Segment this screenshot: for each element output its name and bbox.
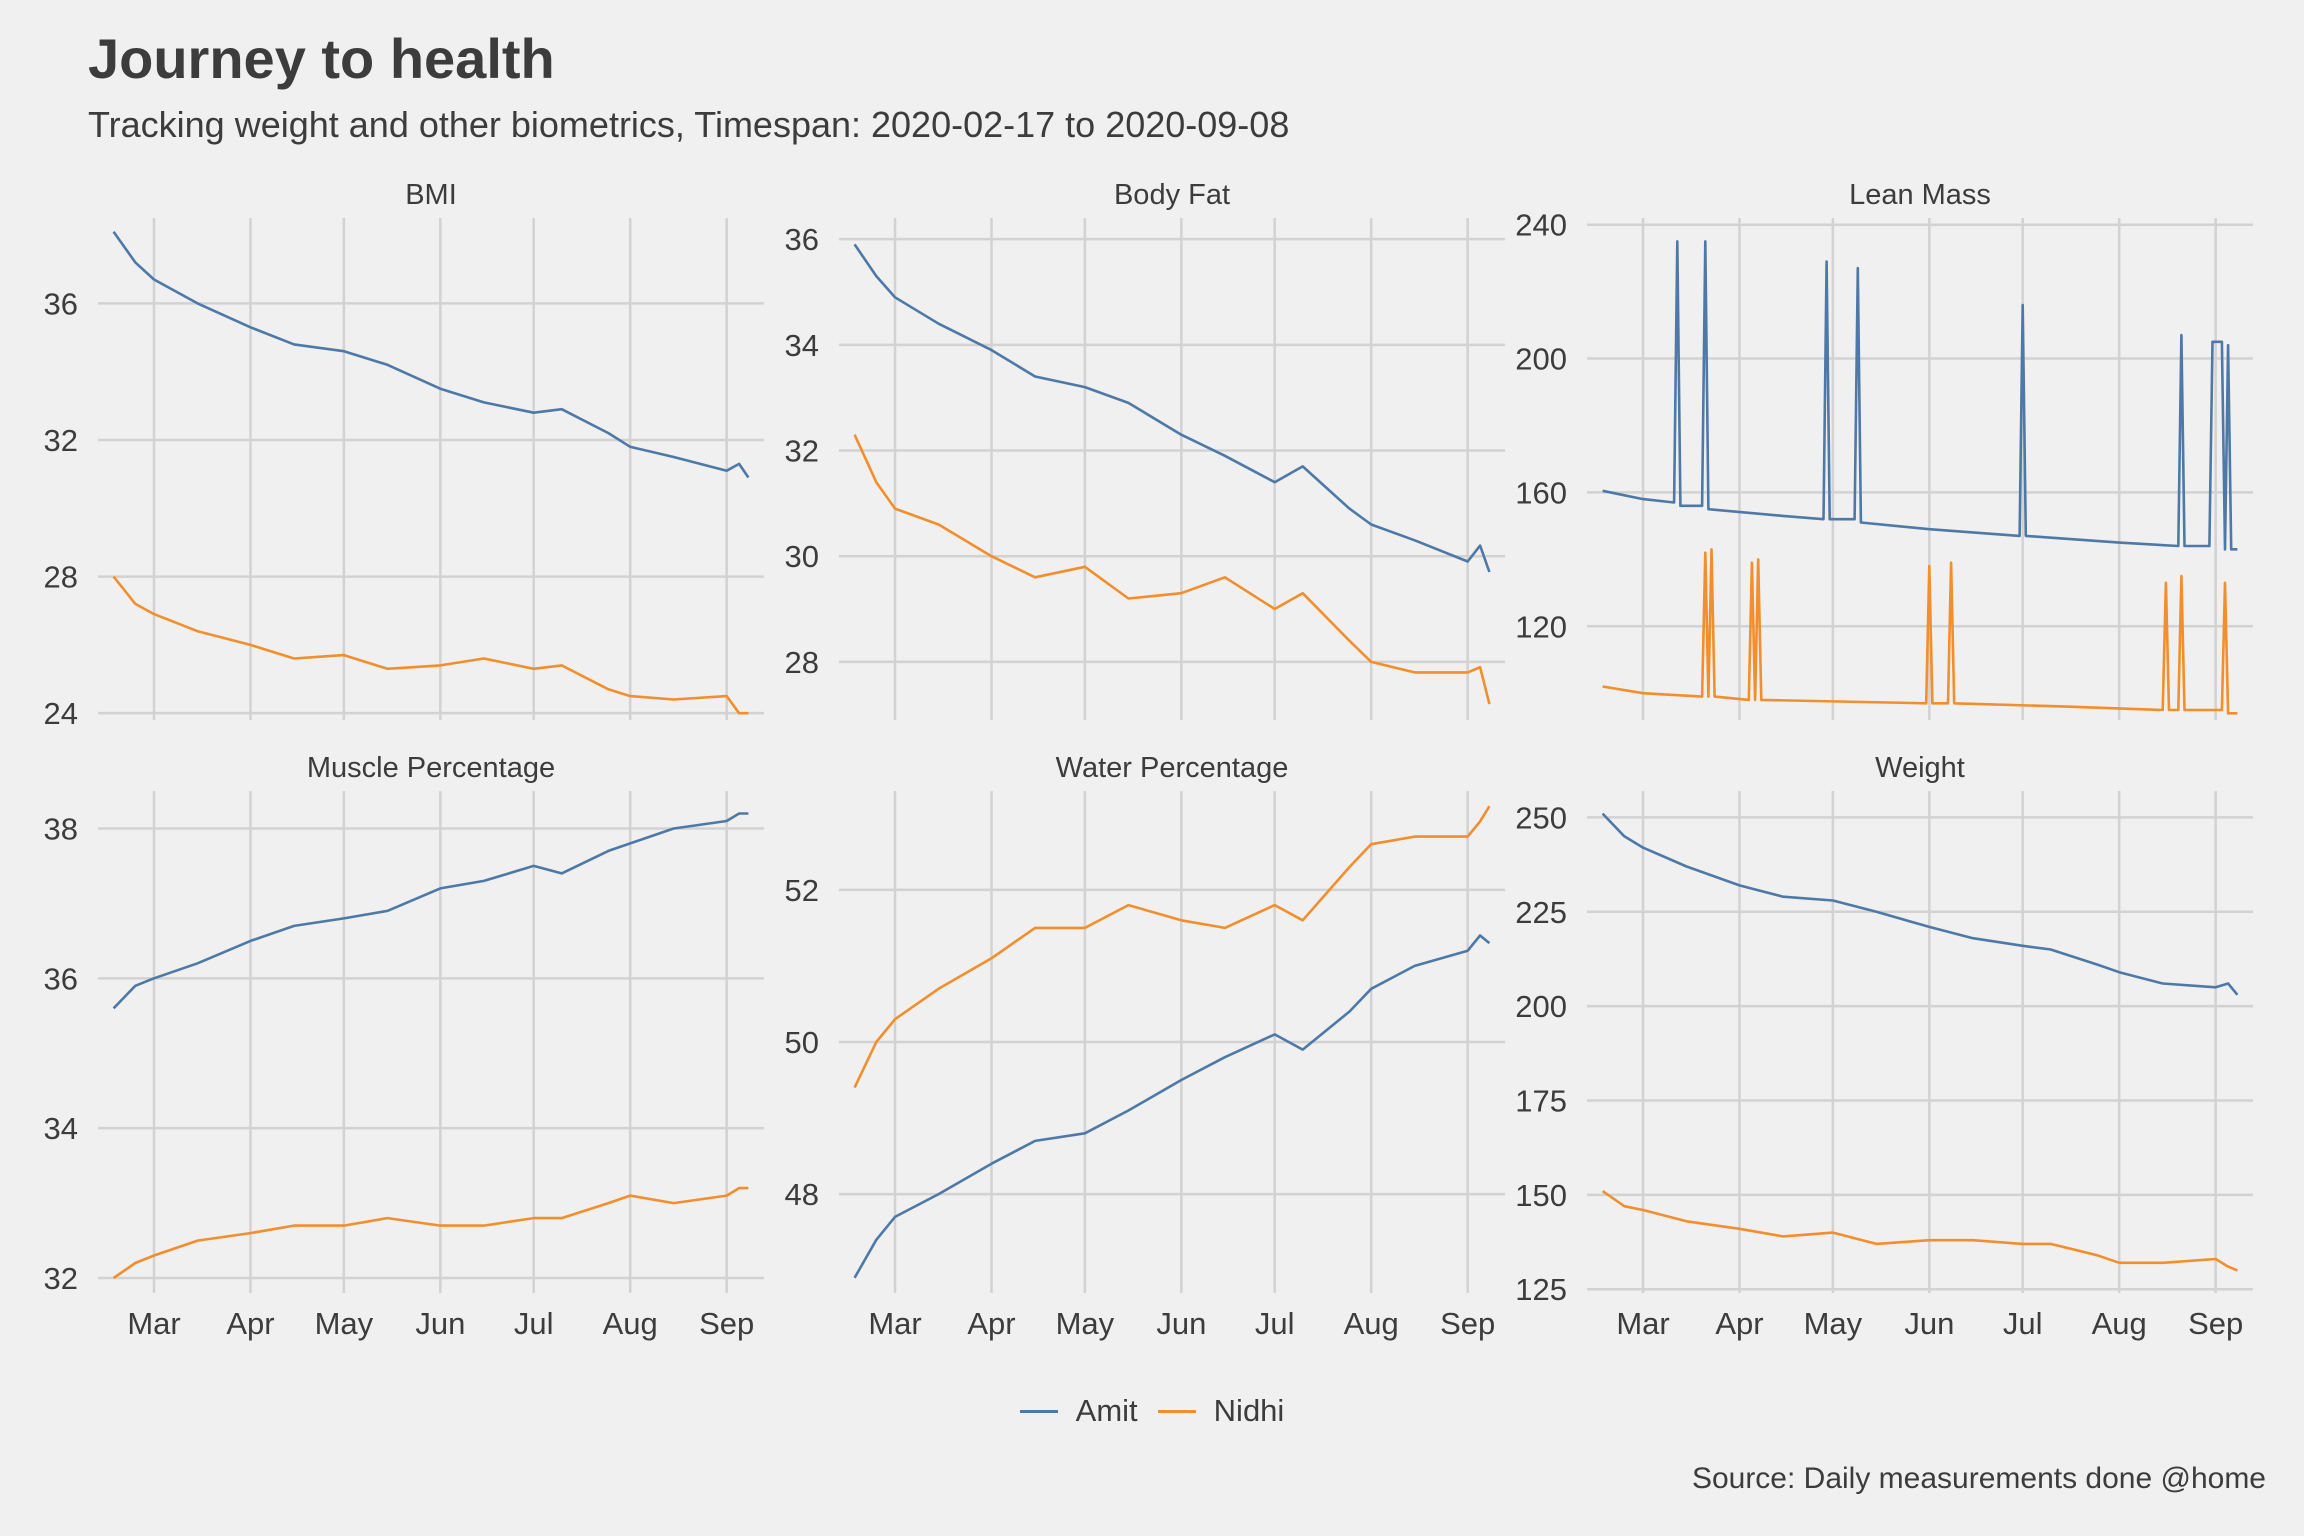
chart-subtitle: Tracking weight and other biometrics, Ti… bbox=[88, 104, 1290, 145]
x-tick-label-muscle-percentage: May bbox=[315, 1306, 374, 1341]
series-line-nidhi-bmi bbox=[112, 575, 749, 715]
series-line-amit-water-percentage bbox=[853, 934, 1491, 1279]
y-tick-label-body-fat: 28 bbox=[785, 645, 819, 680]
y-tick-label-weight: 250 bbox=[1515, 800, 1567, 835]
chart-title: Journey to health bbox=[88, 27, 555, 90]
x-tick-label-water-percentage: Jul bbox=[1255, 1306, 1295, 1341]
y-tick-label-body-fat: 34 bbox=[785, 328, 819, 363]
legend: Amit Nidhi bbox=[0, 1393, 2304, 1429]
panel-title-body-fat: Body Fat bbox=[1114, 179, 1230, 211]
x-tick-label-water-percentage: Jun bbox=[1156, 1306, 1206, 1341]
series-line-amit-body-fat bbox=[853, 243, 1491, 573]
x-tick-label-weight: Mar bbox=[1616, 1306, 1669, 1341]
x-tick-label-weight: Aug bbox=[2092, 1306, 2147, 1341]
series-line-nidhi-body-fat bbox=[853, 434, 1491, 705]
y-tick-label-lean-mass: 120 bbox=[1515, 609, 1567, 644]
x-tick-label-weight: Sep bbox=[2188, 1306, 2243, 1341]
series-line-nidhi-lean-mass bbox=[1602, 547, 2238, 715]
legend-item-amit: Amit bbox=[1019, 1393, 1138, 1429]
y-tick-label-weight: 125 bbox=[1515, 1272, 1567, 1307]
x-tick-label-weight: Apr bbox=[1715, 1306, 1763, 1341]
legend-item-nidhi: Nidhi bbox=[1157, 1393, 1285, 1429]
y-tick-label-muscle-percentage: 32 bbox=[44, 1261, 78, 1296]
y-tick-label-weight: 225 bbox=[1515, 895, 1567, 930]
x-tick-label-muscle-percentage: Jul bbox=[514, 1306, 554, 1341]
y-tick-label-weight: 200 bbox=[1515, 989, 1567, 1024]
y-tick-label-body-fat: 30 bbox=[785, 539, 819, 574]
x-tick-label-water-percentage: Apr bbox=[967, 1306, 1015, 1341]
panel-title-lean-mass: Lean Mass bbox=[1849, 179, 1991, 211]
y-tick-label-lean-mass: 240 bbox=[1515, 208, 1567, 243]
x-tick-label-muscle-percentage: Sep bbox=[699, 1306, 754, 1341]
x-tick-label-muscle-percentage: Mar bbox=[127, 1306, 180, 1341]
y-tick-label-bmi: 28 bbox=[44, 560, 78, 595]
y-tick-label-water-percentage: 48 bbox=[785, 1177, 819, 1212]
y-tick-label-lean-mass: 160 bbox=[1515, 475, 1567, 510]
y-tick-label-bmi: 24 bbox=[44, 696, 78, 731]
x-tick-label-water-percentage: Sep bbox=[1440, 1306, 1495, 1341]
y-tick-label-muscle-percentage: 38 bbox=[44, 811, 78, 846]
y-tick-label-bmi: 32 bbox=[44, 423, 78, 458]
chart-caption: Source: Daily measurements done @home bbox=[1691, 1462, 2266, 1495]
x-tick-label-water-percentage: May bbox=[1056, 1306, 1115, 1341]
x-tick-label-muscle-percentage: Jun bbox=[415, 1306, 465, 1341]
y-tick-label-body-fat: 36 bbox=[785, 222, 819, 257]
y-tick-label-bmi: 36 bbox=[44, 286, 78, 321]
series-line-amit-muscle-percentage bbox=[112, 812, 749, 1010]
legend-swatch-amit bbox=[1019, 1409, 1058, 1413]
legend-swatch-nidhi bbox=[1157, 1409, 1196, 1413]
x-tick-label-weight: Jul bbox=[2003, 1306, 2043, 1341]
panel-title-weight: Weight bbox=[1875, 752, 1965, 784]
x-tick-label-muscle-percentage: Apr bbox=[226, 1306, 274, 1341]
y-tick-label-body-fat: 32 bbox=[785, 434, 819, 469]
legend-label-amit: Amit bbox=[1075, 1393, 1138, 1428]
y-tick-label-weight: 150 bbox=[1515, 1178, 1567, 1213]
panel-title-bmi: BMI bbox=[405, 179, 457, 211]
x-tick-label-muscle-percentage: Aug bbox=[603, 1306, 658, 1341]
y-tick-label-weight: 175 bbox=[1515, 1084, 1567, 1119]
series-line-amit-weight bbox=[1601, 812, 2239, 996]
panel-title-muscle-percentage: Muscle Percentage bbox=[307, 752, 555, 784]
series-line-amit-bmi bbox=[112, 230, 750, 479]
y-tick-label-lean-mass: 200 bbox=[1515, 342, 1567, 377]
y-tick-label-water-percentage: 50 bbox=[785, 1025, 819, 1060]
series-line-nidhi-water-percentage bbox=[853, 805, 1491, 1089]
series-line-nidhi-weight bbox=[1601, 1190, 2238, 1272]
panel-title-water-percentage: Water Percentage bbox=[1056, 752, 1289, 784]
y-tick-label-muscle-percentage: 36 bbox=[44, 961, 78, 996]
y-tick-label-water-percentage: 52 bbox=[785, 873, 819, 908]
x-tick-label-weight: May bbox=[1804, 1306, 1863, 1341]
series-line-amit-lean-mass bbox=[1602, 240, 2238, 551]
x-tick-label-water-percentage: Mar bbox=[868, 1306, 921, 1341]
x-tick-label-weight: Jun bbox=[1904, 1306, 1954, 1341]
y-tick-label-muscle-percentage: 34 bbox=[44, 1111, 78, 1146]
x-tick-label-water-percentage: Aug bbox=[1344, 1306, 1399, 1341]
legend-label-nidhi: Nidhi bbox=[1213, 1393, 1285, 1428]
series-line-nidhi-muscle-percentage bbox=[112, 1186, 749, 1280]
